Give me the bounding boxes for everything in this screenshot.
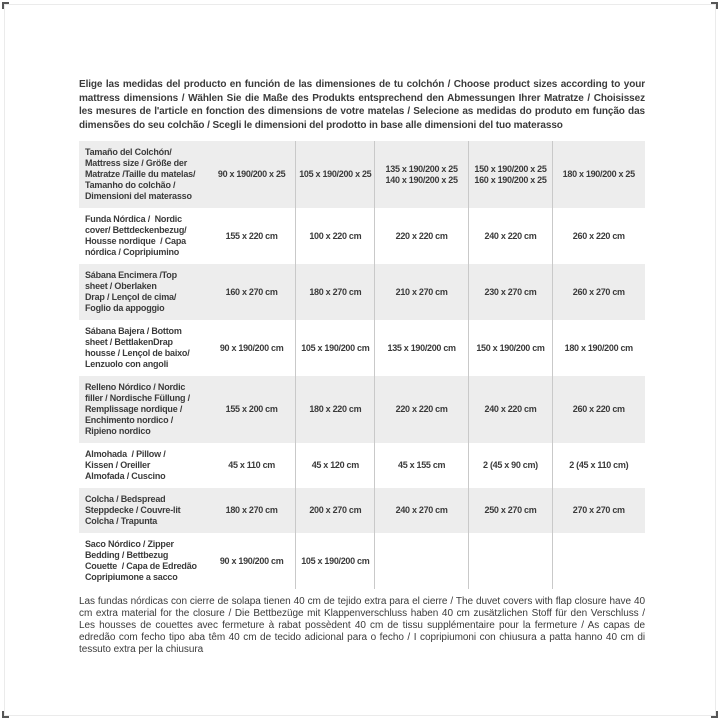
table-cell: 135 x 190/200 cm [374,320,467,376]
table-cell [552,533,644,589]
table-cell: 200 x 270 cm [295,488,374,533]
table-cell: 45 x 120 cm [295,443,374,488]
row-label: Almohada / Pillow / Kissen / Oreiller Al… [85,449,166,481]
table-cell: 150 x 190/200 x 25 160 x 190/200 x 25 [467,141,552,208]
table-cell: 260 x 220 cm [552,208,644,264]
table-row-bottom-sheet: Sábana Bajera / Bottom sheet / Bettlaken… [79,320,645,376]
table-cell [467,533,552,589]
table-cell: 135 x 190/200 x 25 140 x 190/200 x 25 [374,141,467,208]
row-label: Relleno Nórdico / Nordic filler / Nordis… [85,382,190,436]
table-cell: 90 x 190/200 x 25 [217,169,286,179]
table-cell: 180 x 190/200 cm [552,320,644,376]
row-label: Sábana Encimera /Top sheet / Oberlaken D… [85,270,177,313]
table-cell: 45 x 155 cm [374,443,467,488]
table-row-nordic-cover: Funda Nórdica / Nordic cover/ Bettdecken… [79,208,645,264]
table-cell: 240 x 220 cm [467,208,552,264]
table-cell: 260 x 220 cm [552,376,644,443]
crop-mark-top-left [2,2,9,9]
table-row-nordic-filler: Relleno Nórdico / Nordic filler / Nordis… [79,376,645,443]
table-cell: 260 x 270 cm [552,264,644,320]
table-cell: 180 x 220 cm [295,376,374,443]
row-label: Funda Nórdica / Nordic cover/ Bettdecken… [85,214,187,257]
table-cell: 105 x 190/200 cm [295,320,374,376]
table-cell: 150 x 190/200 cm [467,320,552,376]
table-cell: 2 (45 x 110 cm) [552,443,644,488]
footnote-text: Las fundas nórdicas con cierre de solapa… [79,596,645,655]
row-label: Sábana Bajera / Bottom sheet / Bettlaken… [85,326,190,369]
table-cell: 180 x 270 cm [295,264,374,320]
crop-mark-bottom-left [2,711,9,718]
table-cell: 155 x 200 cm [225,404,278,414]
table-cell: 220 x 220 cm [374,208,467,264]
table-row-pillow: Almohada / Pillow / Kissen / Oreiller Al… [79,443,645,488]
table-cell [374,533,467,589]
table-cell: 2 (45 x 90 cm) [467,443,552,488]
table-cell: 105 x 190/200 x 25 [295,141,374,208]
table-cell: 100 x 220 cm [295,208,374,264]
table-cell: 270 x 270 cm [552,488,644,533]
row-label: Saco Nórdico / Zipper Bedding / Bettbezu… [85,539,197,582]
table-cell: 240 x 220 cm [467,376,552,443]
crop-mark-top-right [711,2,718,9]
table-row-zipper-bedding: Saco Nórdico / Zipper Bedding / Bettbezu… [79,533,645,589]
table-cell: 105 x 190/200 cm [295,533,374,589]
table-cell: 180 x 270 cm [225,505,278,515]
size-chart: Elige las medidas del producto en funció… [79,78,645,656]
table-cell: 160 x 270 cm [225,286,278,297]
intro-text: Elige las medidas del producto en funció… [79,79,645,131]
table-row-top-sheet: Sábana Encimera /Top sheet / Oberlaken D… [79,264,645,320]
size-table: Tamaño del Colchón/ Mattress size / Größ… [79,141,645,589]
crop-mark-bottom-right [711,711,718,718]
table-cell: 90 x 190/200 cm [219,555,284,566]
row-label: Colcha / Bedspread Steppdecke / Couvre-l… [85,494,181,526]
table-row-mattress-size: Tamaño del Colchón/ Mattress size / Größ… [79,141,645,208]
row-label: Tamaño del Colchón/ Mattress size / Größ… [85,147,196,201]
table-cell: 210 x 270 cm [374,264,467,320]
table-cell: 220 x 220 cm [374,376,467,443]
table-cell: 90 x 190/200 cm [219,342,284,353]
table-cell: 250 x 270 cm [467,488,552,533]
table-cell: 240 x 270 cm [374,488,467,533]
table-cell: 155 x 220 cm [225,230,278,241]
table-cell: 45 x 110 cm [228,460,275,470]
table-cell: 180 x 190/200 x 25 [552,141,644,208]
table-row-bedspread: Colcha / Bedspread Steppdecke / Couvre-l… [79,488,645,533]
table-cell: 230 x 270 cm [467,264,552,320]
